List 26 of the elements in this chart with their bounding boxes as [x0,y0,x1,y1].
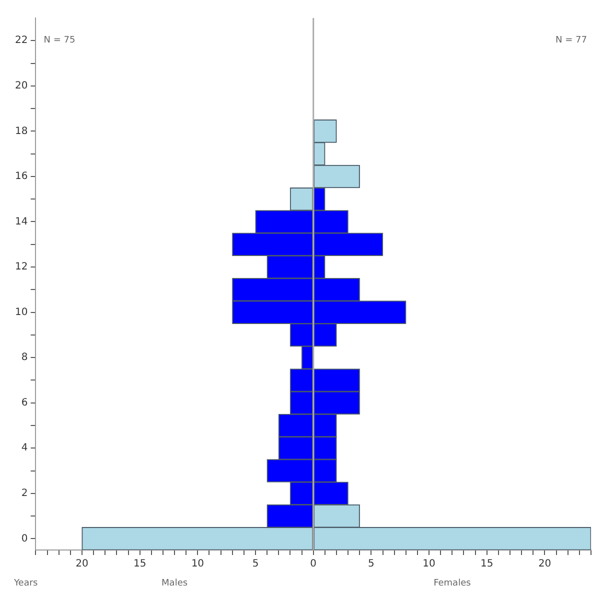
x-tick-label: 10 [422,558,436,570]
x-tick-label: 15 [133,558,146,570]
annotation: N = 77 [556,35,587,46]
y-tick-label: 8 [21,352,28,364]
y-tick-label: 14 [14,216,28,228]
y-tick-label: 10 [14,306,28,318]
x-tick-label: 20 [538,558,552,570]
y-tick-label: 6 [21,397,28,408]
y-tick-label: 4 [21,442,28,454]
y-tick-label: 20 [14,80,28,92]
x-tick-label: 10 [191,558,204,570]
text: Males [162,578,188,588]
y-tick-label: 22 [14,35,28,46]
x-tick-label: 0 [310,558,317,570]
y-tick-label: 0 [21,533,28,544]
text: Females [434,578,472,588]
y-tick-label: 16 [14,171,28,182]
x-tick-label: 20 [76,558,88,570]
x-tick-label: 15 [480,558,494,570]
x-tick-label: 5 [368,558,374,570]
x-tick-label: 5 [252,558,259,570]
y-tick-label: 2 [21,488,28,499]
y-tick-label: 12 [14,262,28,273]
y-tick-label: 18 [14,126,28,137]
annotation: N = 75 [44,35,76,46]
y-axis-title: Years [13,578,38,588]
